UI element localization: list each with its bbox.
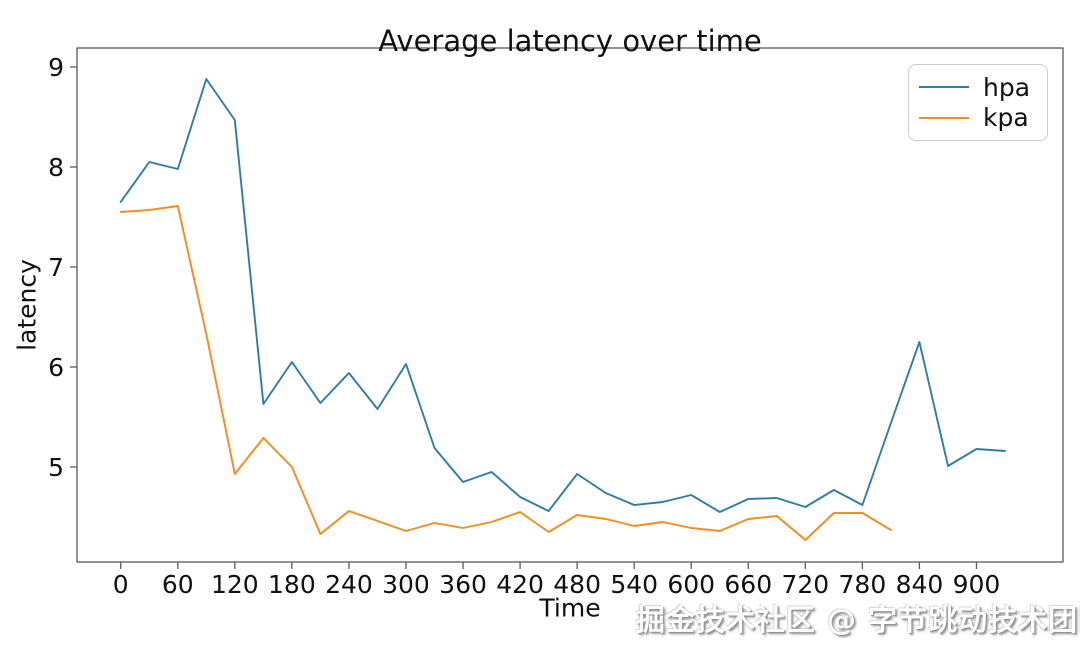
x-tick-label: 600 (667, 570, 715, 599)
legend-item-kpa: kpa (919, 105, 1037, 130)
hpa-line-swatch (919, 86, 969, 89)
x-tick-label: 180 (268, 570, 316, 599)
x-axis-label: Time (539, 593, 601, 623)
chart-title: Average latency over time (378, 24, 762, 58)
axes-border (76, 47, 1064, 563)
legend-label-hpa: hpa (983, 72, 1031, 102)
x-tick-label: 240 (325, 570, 373, 599)
kpa-line-swatch (919, 116, 969, 119)
y-tick-label: 5 (48, 453, 64, 482)
legend-label-kpa: kpa (983, 103, 1029, 133)
x-tick-label: 360 (439, 570, 487, 599)
x-tick-label: 420 (496, 570, 544, 599)
x-tick-label: 780 (839, 570, 887, 599)
x-tick-label: 480 (553, 570, 601, 599)
watermark: 掘金技术社区 @ 字节跳动技术团队 (635, 603, 1080, 637)
x-tick-label: 660 (724, 570, 772, 599)
y-tick-label: 6 (48, 353, 64, 382)
x-tick-label: 0 (113, 570, 129, 599)
x-tick-label: 300 (382, 570, 430, 599)
legend: hpa kpa (908, 64, 1048, 141)
hpa-line (119, 78, 1006, 513)
x-tick-label: 840 (896, 570, 944, 599)
y-axis-label: latency (12, 259, 42, 351)
legend-item-hpa: hpa (919, 75, 1037, 100)
x-tick-label: 540 (610, 570, 658, 599)
y-tick-label: 8 (48, 153, 64, 182)
y-tick-label: 7 (48, 253, 64, 282)
x-tick-label: 720 (781, 570, 829, 599)
x-tick-label: 120 (211, 570, 259, 599)
y-tick-label: 9 (48, 53, 64, 82)
x-tick-label: 60 (162, 570, 194, 599)
x-tick-label: 900 (953, 570, 1001, 599)
kpa-line (119, 205, 892, 541)
